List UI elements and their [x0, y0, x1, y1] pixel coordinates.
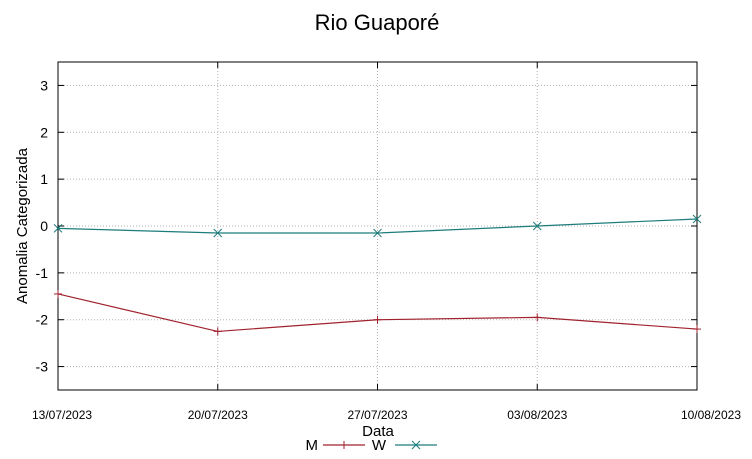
x-tick-label: 20/07/2023 [188, 408, 248, 422]
data-point-plus [213, 327, 222, 336]
series-group [53, 214, 702, 336]
data-point-plus [533, 313, 542, 322]
y-tick-label: 2 [40, 124, 48, 140]
data-point-x [411, 440, 421, 450]
y-tick-label: 0 [40, 218, 48, 234]
legend-label-M: M [306, 437, 319, 454]
data-point-x [532, 221, 542, 231]
chart-title: Rio Guaporé [315, 10, 440, 35]
x-tick-label: 13/07/2023 [32, 408, 92, 422]
data-point-plus [693, 325, 701, 334]
data-point-x [53, 223, 63, 233]
data-point-x [213, 228, 223, 238]
x-tick-label: 03/08/2023 [507, 408, 567, 422]
y-axis: -3 -2 -1 0 1 2 3 [36, 77, 697, 375]
x-tick-label: 10/08/2023 [681, 408, 741, 422]
y-tick-label: -1 [36, 265, 49, 281]
x-tick-label: 27/07/2023 [347, 408, 407, 422]
legend-label-W: W [372, 437, 387, 454]
data-point-x [692, 214, 702, 224]
data-point-plus [373, 315, 382, 324]
data-point-plus [54, 289, 62, 298]
y-axis-label: Anomalia Categorizada [14, 147, 31, 304]
data-point-x [373, 228, 382, 238]
data-point-plus [340, 441, 348, 449]
y-tick-label: 1 [40, 171, 48, 187]
x-axis-label: Data [362, 423, 394, 440]
y-tick-label: -2 [36, 312, 49, 328]
y-tick-label: 3 [40, 77, 48, 93]
grid [57, 62, 698, 390]
y-tick-label: -3 [36, 359, 49, 375]
x-axis: 13/07/2023 20/07/2023 27/07/2023 03/08/2023… [32, 62, 741, 422]
